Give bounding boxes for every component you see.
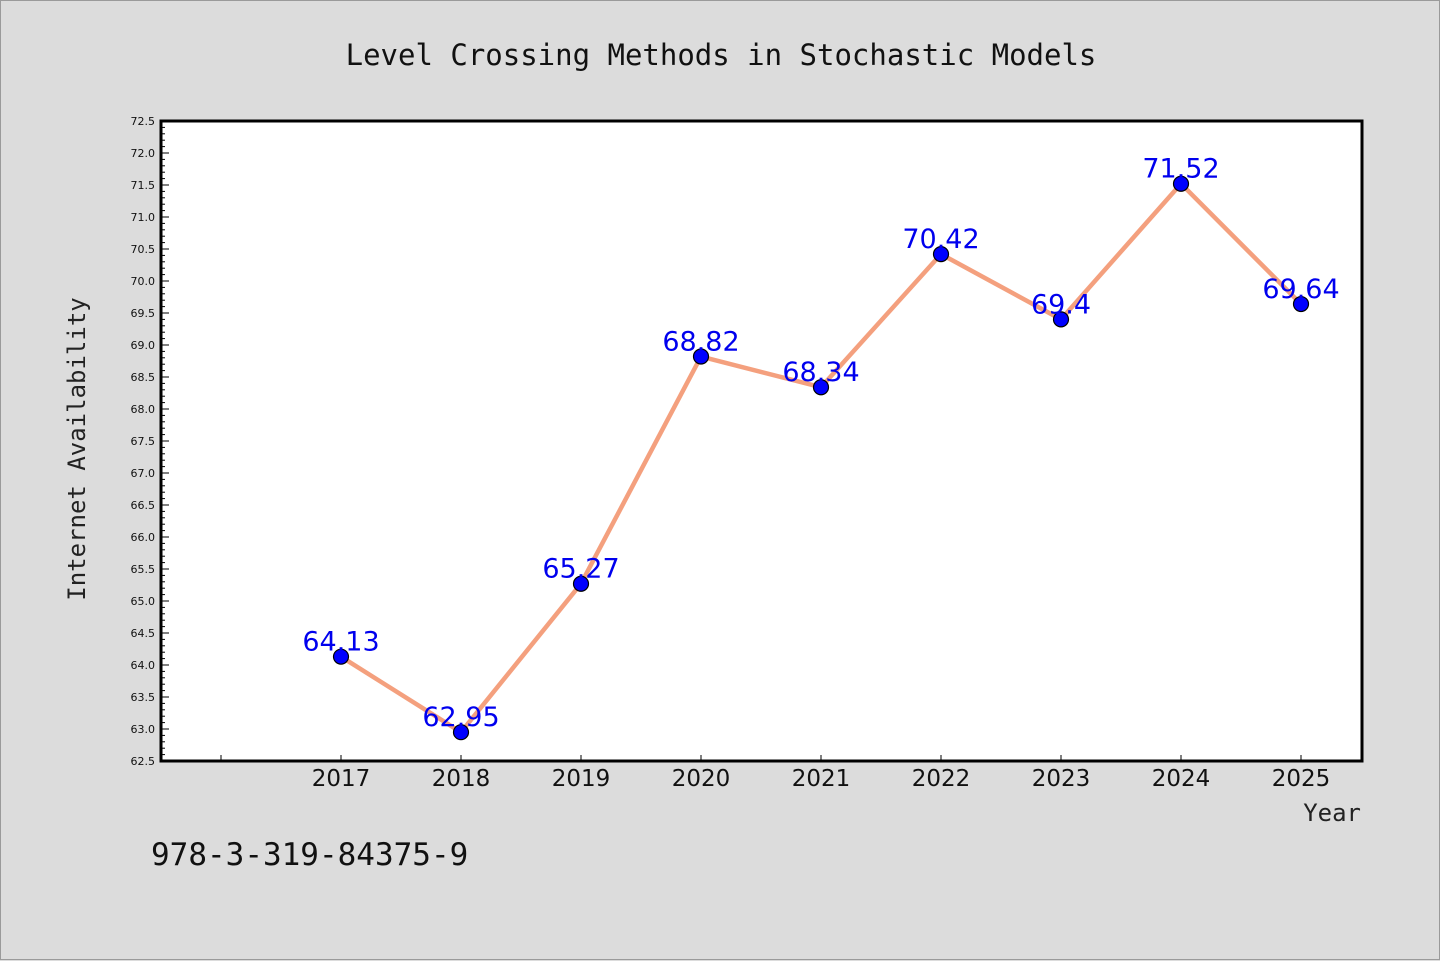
series-line-group — [332, 175, 1310, 741]
data-labels-group: 64.13 62.95 65.27 68.82 68.34 70.42 69.4 71.52 6… — [302, 154, 1339, 733]
x-tick-label: 2020 — [672, 766, 731, 792]
data-point-marker — [452, 724, 470, 741]
isbn-footer: 978-3-319-84375-9 — [151, 837, 468, 873]
data-point-marker — [572, 575, 590, 592]
y-tick-label: 69.5 — [131, 307, 156, 320]
data-point-marker — [1172, 175, 1190, 192]
data-label: 68.34 — [782, 357, 859, 388]
y-tick-label: 69.0 — [131, 339, 156, 352]
y-tick-label: 70.0 — [131, 275, 156, 288]
x-tick-label: 2017 — [312, 766, 371, 792]
data-point-marker — [692, 348, 710, 365]
y-tick-label: 70.5 — [131, 243, 156, 256]
chart-title: Level Crossing Methods in Stochastic Mod… — [346, 38, 1097, 72]
y-tick-label: 72.0 — [131, 147, 156, 160]
y-tick-label: 67.5 — [131, 435, 156, 448]
data-label: 62.95 — [422, 702, 499, 733]
data-label: 64.13 — [302, 627, 379, 658]
x-tick-label: 2019 — [552, 766, 611, 792]
data-label: 68.82 — [662, 327, 739, 358]
y-tick-label: 67.0 — [131, 467, 156, 480]
x-tick-label: 2024 — [1152, 766, 1211, 792]
y-tick-label: 63.0 — [131, 723, 156, 736]
y-tick-label: 65.0 — [131, 595, 156, 608]
data-label: 65.27 — [542, 554, 619, 585]
y-tick-label: 71.5 — [131, 179, 156, 192]
data-label: 70.42 — [902, 224, 979, 255]
data-point-marker — [932, 246, 950, 263]
y-tick-label: 68.5 — [131, 371, 156, 384]
plot-area — [159, 119, 1364, 763]
x-axis: 2017 2018 2019 2020 2021 2022 2023 2024 2025 — [220, 755, 1331, 792]
x-tick-label: 2018 — [432, 766, 491, 792]
y-tick-label: 62.5 — [131, 755, 156, 768]
y-tick-label: 65.5 — [131, 563, 156, 576]
y-tick-label: 72.5 — [131, 115, 156, 128]
y-tick-label: 63.5 — [131, 691, 156, 704]
data-point-marker — [1052, 311, 1070, 328]
data-label: 69.4 — [1031, 289, 1091, 320]
y-tick-label: 71.0 — [131, 211, 156, 224]
data-point-marker — [1292, 295, 1310, 313]
y-tick-label: 66.0 — [131, 531, 156, 544]
data-point-marker — [812, 379, 830, 396]
y-tick-label: 64.5 — [131, 627, 156, 640]
x-tick-label: 2022 — [912, 766, 971, 792]
data-label: 69.64 — [1262, 274, 1339, 305]
data-point-marker — [332, 648, 350, 665]
x-tick-label: 2021 — [792, 766, 851, 792]
x-tick-label: 2023 — [1032, 766, 1091, 792]
y-axis: 62.5 63.0 63.5 64.0 64.5 65.0 65.5 66.0 66.5 67.0… — [131, 115, 169, 768]
y-tick-label: 68.0 — [131, 403, 156, 416]
y-tick-label: 66.5 — [131, 499, 156, 512]
data-label: 71.52 — [1142, 154, 1219, 185]
x-tick-label: 2025 — [1272, 766, 1331, 792]
y-axis-title: Internet Availability — [63, 297, 91, 600]
x-axis-title: Year — [1303, 799, 1361, 827]
y-tick-label: 64.0 — [131, 659, 156, 672]
